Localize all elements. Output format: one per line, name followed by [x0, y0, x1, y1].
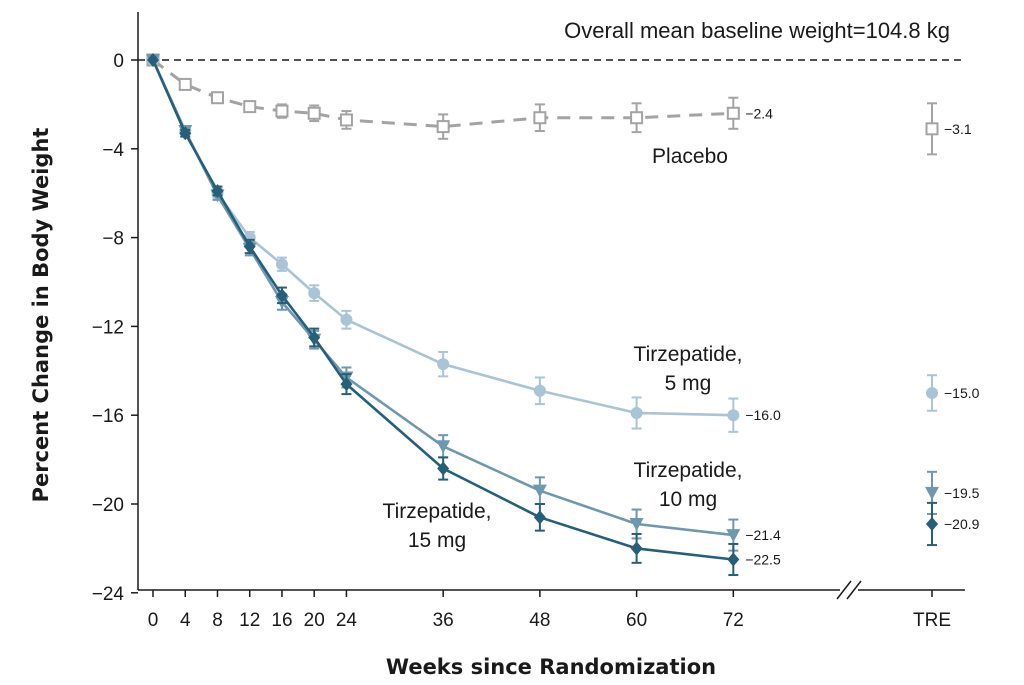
x-tick-label: 24: [336, 610, 358, 631]
data-point: [307, 106, 321, 120]
x-tick-label: 12: [239, 610, 260, 631]
data-point: [339, 113, 353, 127]
y-tick-label: −8: [102, 229, 124, 250]
tre-tirzepatide-10mg: −19.5: [925, 470, 980, 515]
data-point: [275, 104, 289, 118]
data-point: [211, 183, 224, 198]
tre-value-label: −15.0: [944, 385, 980, 401]
data-point: [727, 409, 740, 422]
data-point: [340, 377, 353, 392]
tre-value-label: −20.9: [944, 516, 980, 532]
x-tick-label: 4: [180, 610, 191, 631]
data-point: [533, 384, 546, 397]
data-point: [630, 111, 644, 125]
data-point: [340, 313, 353, 326]
data-point: [437, 461, 450, 476]
tre-tirzepatide-5mg: −15.0: [926, 374, 980, 412]
baseline-annotation: Overall mean baseline weight=104.8 kg: [564, 18, 950, 43]
series-label-placebo: Placebo: [652, 145, 728, 168]
data-point: [926, 387, 938, 399]
data-point: [275, 288, 288, 303]
data-point: [630, 541, 643, 556]
data-point: [436, 120, 450, 134]
end-value-label: −16.0: [745, 407, 781, 423]
x-tick-label: 72: [723, 610, 744, 631]
data-point: [243, 100, 257, 114]
y-tick-label: 0: [113, 51, 124, 72]
data-point: [308, 330, 321, 345]
tre-tirzepatide-15mg: −20.9: [926, 501, 980, 547]
data-point: [726, 106, 740, 120]
y-tick-label: −20: [92, 495, 124, 516]
data-point: [727, 552, 740, 567]
x-tick-label: 36: [433, 610, 454, 631]
data-point: [925, 486, 939, 500]
data-point: [925, 122, 939, 136]
data-point: [178, 77, 192, 91]
x-tick-label: 60: [626, 610, 647, 631]
x-tick-label: 16: [271, 610, 292, 631]
x-tick-label: 48: [529, 610, 550, 631]
x-tick-label: 8: [212, 610, 223, 631]
data-point: [308, 287, 321, 300]
data-point: [275, 258, 288, 271]
series-label-line: Tirzepatide,: [383, 500, 492, 523]
end-value-label: −21.4: [745, 527, 781, 543]
series-label-tirzepatide-10mg: Tirzepatide, 10 mg: [634, 459, 743, 511]
y-tick-label: −12: [92, 317, 124, 338]
data-point: [533, 111, 547, 125]
x-tick-label: 0: [148, 610, 159, 631]
data-point: [533, 510, 546, 525]
series-label-tirzepatide-15mg: Tirzepatide, 15 mg: [383, 500, 492, 552]
x-axis-title: Weeks since Randomization: [386, 655, 716, 679]
x-tick-label-tre: TRE: [913, 610, 951, 631]
tre-placebo: −3.1: [925, 102, 972, 156]
series-label-line: 15 mg: [408, 529, 466, 552]
axis-break-mark: [836, 580, 862, 600]
y-tick-label: −4: [102, 140, 124, 161]
series-label-line: 10 mg: [659, 488, 717, 511]
data-point: [926, 516, 938, 531]
data-point: [210, 91, 224, 105]
y-axis-title: Percent Change in Body Weight: [29, 128, 53, 503]
series-placebo: −2.4: [146, 53, 773, 140]
x-tick-label: 20: [304, 610, 325, 631]
tre-value-label: −3.1: [944, 121, 972, 137]
series-label-tirzepatide-5mg: Tirzepatide, 5 mg: [634, 343, 743, 395]
end-value-label: −22.5: [745, 552, 781, 568]
series-tirzepatide-15mg: −22.5: [147, 53, 781, 577]
end-value-label: −2.4: [745, 105, 773, 121]
series-label-line: Tirzepatide,: [634, 343, 743, 366]
y-tick-label: −16: [92, 406, 124, 427]
series-label-line: Tirzepatide,: [634, 459, 743, 482]
data-point: [243, 239, 256, 254]
data-point: [726, 529, 741, 543]
series-label-line: Placebo: [652, 145, 728, 168]
y-tick-label: −24: [92, 584, 125, 605]
data-point: [629, 517, 644, 531]
data-point: [147, 53, 159, 67]
series-label-line: 5 mg: [665, 372, 712, 395]
data-point: [532, 484, 547, 498]
data-point: [437, 358, 450, 371]
data-point: [630, 406, 643, 419]
tre-value-label: −19.5: [944, 485, 980, 501]
data-point: [436, 440, 451, 454]
data-point: [179, 126, 192, 141]
